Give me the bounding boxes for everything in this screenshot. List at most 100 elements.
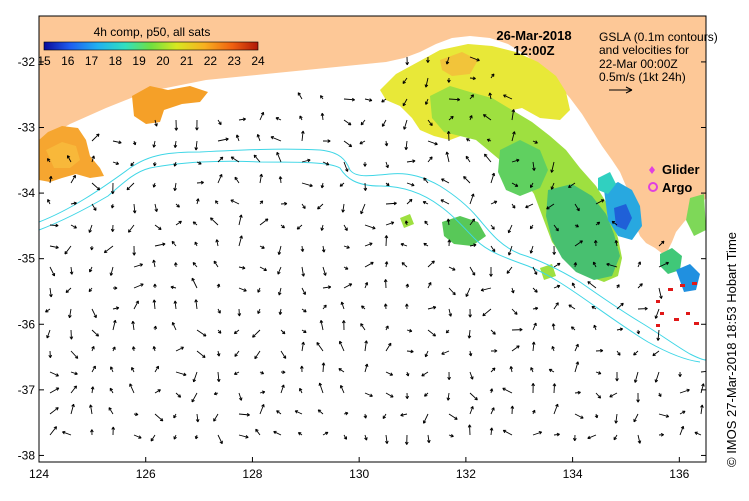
- velocity-arrow: [103, 245, 114, 254]
- velocity-arrow: [424, 220, 429, 226]
- velocity-arrow: [196, 161, 202, 165]
- velocity-arrow: [152, 346, 157, 352]
- velocity-arrow: [530, 182, 534, 188]
- velocity-arrow: [424, 392, 429, 397]
- velocity-arrow: [503, 94, 513, 100]
- velocity-arrow: [301, 308, 307, 313]
- velocity-arrow: [490, 172, 496, 184]
- velocity-arrow: [276, 151, 282, 163]
- velocity-arrow: [406, 159, 416, 163]
- velocity-arrow: [216, 371, 221, 383]
- velocity-arrow: [384, 140, 389, 147]
- velocity-arrow: [532, 161, 536, 171]
- velocity-arrow: [64, 245, 72, 255]
- velocity-arrow: [194, 241, 198, 247]
- velocity-arrow: [531, 341, 536, 352]
- velocity-arrow: [317, 203, 324, 210]
- velocity-arrow: [694, 431, 702, 436]
- velocity-arrow: [637, 434, 642, 444]
- velocity-arrow: [317, 409, 324, 415]
- velocity-arrow: [175, 203, 180, 208]
- velocity-arrow: [363, 182, 368, 191]
- velocity-arrow: [364, 392, 373, 397]
- velocity-arrow: [132, 203, 137, 214]
- colorbar-gradient: [43, 41, 259, 51]
- velocity-arrow: [252, 329, 261, 338]
- velocity-arrow: [46, 158, 51, 163]
- velocity-arrow: [173, 140, 178, 148]
- colorbar-label: 22: [204, 54, 218, 68]
- velocity-arrow: [360, 323, 366, 331]
- velocity-arrow: [469, 94, 475, 100]
- velocity-arrow: [467, 329, 472, 339]
- velocity-arrow: [343, 224, 348, 231]
- velocity-arrow: [423, 177, 429, 184]
- velocity-arrow: [385, 392, 394, 398]
- velocity-arrow: [490, 349, 498, 353]
- velocity-arrow: [111, 426, 116, 436]
- velocity-arrow: [192, 371, 198, 383]
- velocity-arrow: [91, 345, 95, 352]
- velocity-arrow: [427, 305, 437, 310]
- velocity-arrow: [553, 224, 559, 232]
- velocity-arrow: [511, 327, 523, 332]
- velocity-arrow: [49, 426, 58, 436]
- velocity-arrow: [301, 341, 305, 352]
- velocity-arrow: [112, 140, 122, 145]
- velocity-arrow: [469, 392, 478, 401]
- velocity-arrow: [532, 287, 538, 293]
- velocity-arrow: [343, 266, 349, 270]
- velocity-arrow: [574, 203, 580, 212]
- velocity-arrow: [679, 425, 685, 436]
- velocity-arrow: [637, 283, 643, 289]
- velocity-arrow: [91, 308, 97, 319]
- velocity-arrow: [532, 322, 537, 331]
- velocity-arrow: [469, 243, 477, 247]
- colorbar-label: 17: [85, 54, 99, 68]
- velocity-arrow: [405, 303, 409, 310]
- velocity-arrow: [465, 155, 471, 163]
- velocity-arrow: [511, 203, 516, 209]
- velocity-arrow: [360, 119, 366, 126]
- velocity-arrow: [235, 134, 240, 142]
- velocity-arrow: [440, 199, 450, 205]
- velocity-arrow: [131, 346, 136, 352]
- x-tick-label: 136: [669, 467, 689, 481]
- velocity-arrow: [215, 239, 219, 247]
- sst-patch-west2: [46, 142, 80, 168]
- velocity-arrow: [384, 235, 389, 247]
- velocity-arrow: [427, 282, 432, 289]
- velocity-arrow: [301, 287, 306, 296]
- velocity-arrow: [270, 136, 282, 142]
- velocity-arrow: [656, 329, 661, 341]
- velocity-arrow: [468, 308, 472, 318]
- velocity-arrow: [195, 119, 199, 131]
- velocity-arrow: [171, 240, 177, 247]
- velocity-arrow: [259, 173, 263, 184]
- velocity-arrow: [529, 245, 534, 254]
- y-tick-label: -38: [18, 448, 36, 462]
- velocity-arrow: [112, 286, 118, 290]
- velocity-arrow: [448, 115, 454, 121]
- velocity-arrow: [173, 182, 177, 192]
- velocity-arrow: [70, 385, 78, 394]
- velocity-arrow: [70, 403, 75, 415]
- velocity-arrow: [322, 161, 330, 166]
- velocity-arrow: [616, 284, 620, 289]
- velocity-arrow: [259, 390, 266, 395]
- info-line-4: 0.5m/s (1kt 24h): [599, 70, 686, 84]
- velocity-arrow: [700, 383, 705, 394]
- velocity-arrow: [49, 245, 59, 250]
- velocity-arrow: [322, 266, 327, 276]
- sst-patch-east-yellow: [380, 44, 570, 140]
- velocity-arrow: [511, 308, 518, 315]
- velocity-arrow: [384, 261, 389, 268]
- velocity-arrow: [257, 308, 261, 314]
- y-tick-label: -34: [18, 186, 36, 200]
- velocity-arrow: [615, 371, 619, 382]
- velocity-arrow: [469, 56, 480, 62]
- velocity-arrow: [154, 389, 161, 394]
- velocity-arrow: [70, 174, 76, 184]
- velocity-arrow: [490, 200, 498, 205]
- colorbar-label: 18: [109, 54, 123, 68]
